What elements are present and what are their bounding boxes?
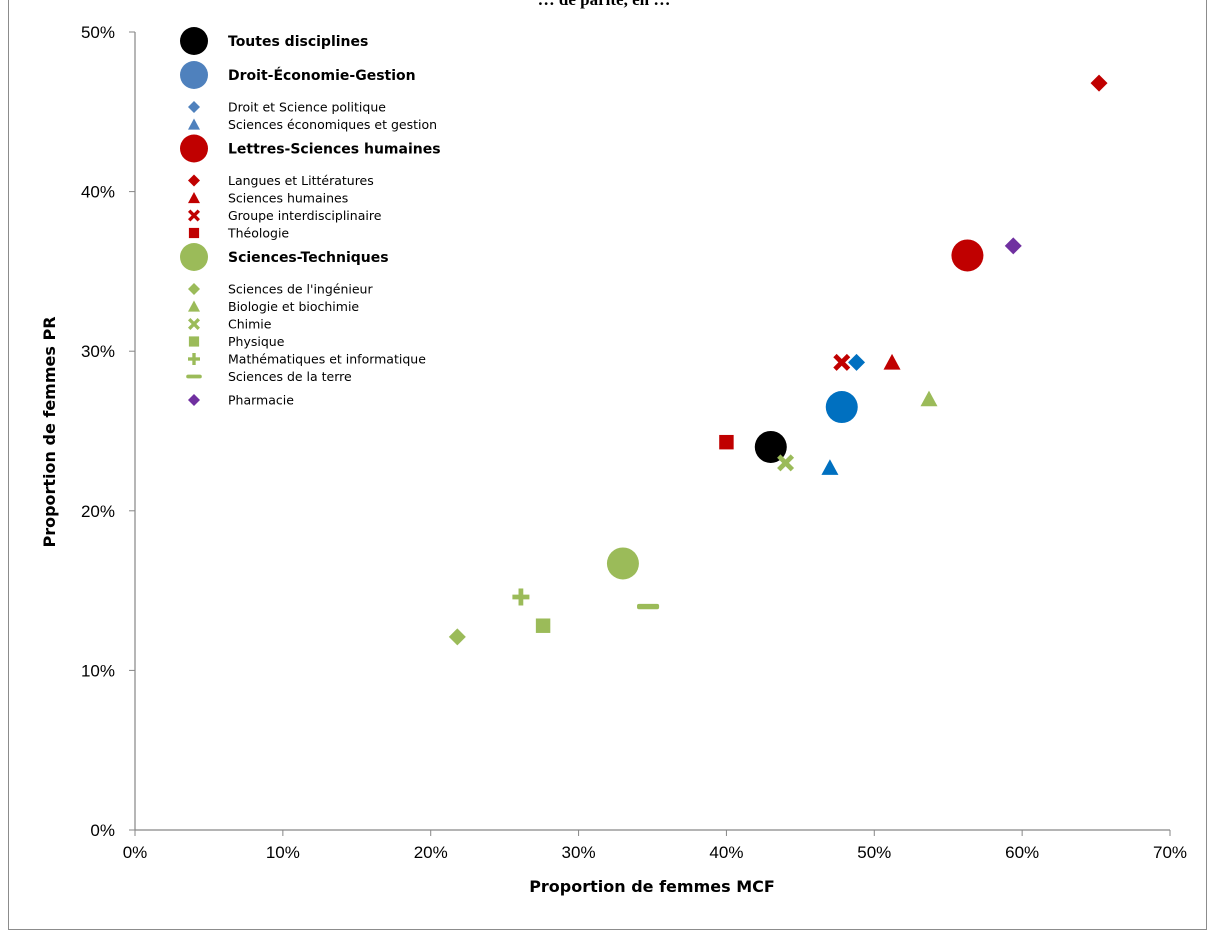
y-tick-label: 0% (90, 821, 115, 840)
legend-label-toutes-disciplines: Toutes disciplines (228, 34, 368, 50)
x-tick-labels: 0% 10% 20% 30% 40% 50% 60% 70% (123, 830, 1187, 862)
legend-label-sciences-de-la-terre: Sciences de la terre (228, 369, 352, 384)
point-physique (535, 618, 551, 633)
legend-marker-groupe-interdisciplinaire (188, 209, 200, 222)
legend-marker-sciences-humaines (188, 192, 200, 204)
point-sciences-de-l-ingenieur (448, 628, 466, 646)
legend-label-sciences-economiques-et-gestion: Sciences économiques et gestion (228, 117, 437, 132)
point-pharmacie (1004, 237, 1022, 255)
legend-label-langues-et-litteratures: Langues et Littératures (228, 173, 374, 188)
legend-marker-theologie (188, 227, 200, 239)
legend-marker-mathematiques-et-informatique (188, 353, 200, 365)
legend-marker-sciences-economiques-et-gestion (188, 118, 200, 130)
y-tick-label: 50% (81, 23, 115, 42)
legend-label-groupe-interdisciplinaire: Groupe interdisciplinaire (228, 208, 382, 223)
legend-label-sciences-humaines: Sciences humaines (228, 191, 348, 206)
legend-marker-pharmacie (188, 394, 200, 406)
axes (134, 32, 1170, 831)
x-tick-label: 40% (709, 843, 743, 862)
data-points (448, 74, 1108, 646)
legend-label-lettres-sciences-humaines: Lettres-Sciences humaines (228, 142, 441, 158)
y-tick-label: 40% (81, 183, 115, 202)
legend-marker-sciences-techniques (180, 243, 208, 271)
legend-marker-droit-et-science-politique (188, 101, 200, 113)
y-axis-label: Proportion de femmes PR (40, 316, 59, 547)
legend-label-droit-economie-gestion: Droit-Économie-Gestion (228, 67, 416, 84)
legend-marker-physique (188, 336, 200, 347)
legend-label-sciences-de-l-ingenieur: Sciences de l'ingénieur (228, 282, 373, 297)
legend-label-biologie-et-biochimie: Biologie et biochimie (228, 299, 359, 314)
x-tick-label: 30% (562, 843, 596, 862)
point-langues-et-litteratures (1090, 74, 1108, 92)
x-tick-label: 0% (123, 843, 148, 862)
legend-label-theologie: Théologie (227, 226, 289, 241)
legend: Toutes disciplines Droit-Économie-Gestion… (180, 27, 441, 408)
x-tick-label: 20% (414, 843, 448, 862)
legend-marker-langues-et-litteratures (188, 174, 200, 187)
x-tick-label: 70% (1153, 843, 1187, 862)
y-tick-label: 10% (81, 661, 115, 680)
chart-title: … de parité, en … (0, 0, 1208, 10)
legend-marker-toutes-disciplines (180, 27, 208, 55)
legend-label-physique: Physique (228, 334, 285, 349)
point-sciences-techniques (606, 547, 639, 580)
point-groupe-interdisciplinaire (833, 353, 851, 371)
y-tick-label: 20% (81, 502, 115, 521)
point-droit-et-science-politique (848, 353, 866, 371)
x-tick-label: 50% (857, 843, 891, 862)
chart-frame (8, 0, 1207, 930)
x-axis-label: Proportion de femmes MCF (529, 877, 775, 896)
point-lettres-sciences-humaines (951, 239, 984, 272)
point-mathematiques-et-informatique (512, 588, 530, 606)
point-sciences-humaines (883, 353, 901, 370)
y-tick-labels: 0% 10% 20% 30% 40% 50% (81, 23, 135, 840)
point-toutes-disciplines (754, 430, 787, 463)
legend-marker-sciences-de-l-ingenieur (188, 283, 200, 295)
legend-marker-lettres-sciences-humaines (180, 134, 208, 163)
point-sciences-economiques-et-gestion (821, 459, 839, 475)
point-chimie (777, 454, 795, 472)
x-tick-label: 60% (1005, 843, 1039, 862)
legend-label-pharmacie: Pharmacie (228, 393, 294, 408)
point-biologie-et-biochimie (920, 390, 938, 407)
point-droit-economie-gestion (825, 391, 858, 424)
legend-label-sciences-techniques: Sciences-Techniques (228, 250, 389, 266)
y-tick-label: 30% (81, 342, 115, 361)
legend-marker-biologie-et-biochimie (188, 300, 200, 312)
point-theologie (719, 434, 734, 450)
point-sciences-de-la-terre (637, 603, 660, 610)
legend-label-chimie: Chimie (228, 317, 272, 332)
legend-label-mathematiques-et-informatique: Mathématiques et informatique (228, 352, 426, 367)
x-tick-label: 10% (266, 843, 300, 862)
legend-marker-chimie (188, 318, 200, 330)
legend-marker-droit-economie-gestion (180, 61, 208, 89)
legend-label-droit-et-science-politique: Droit et Science politique (228, 100, 386, 115)
legend-marker-sciences-de-la-terre (186, 374, 202, 379)
